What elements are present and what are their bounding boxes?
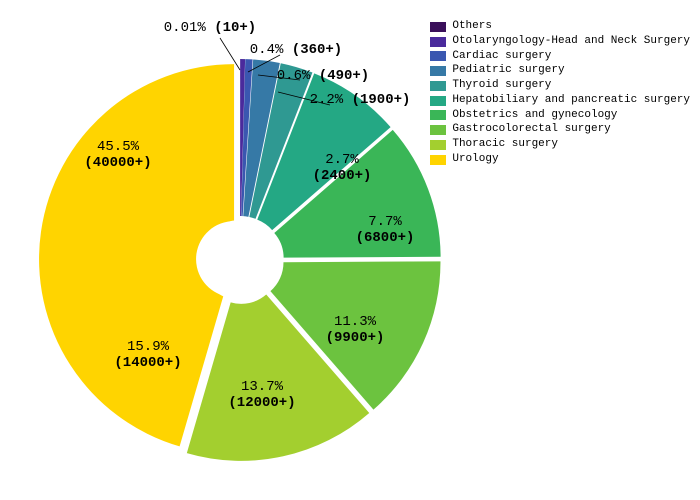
chart-legend: OthersOtolaryngology-Head and Neck Surge… bbox=[430, 20, 690, 168]
legend-label: Gastrocolorectal surgery bbox=[452, 123, 610, 137]
legend-item: Pediatric surgery bbox=[430, 64, 690, 78]
legend-swatch bbox=[430, 51, 446, 61]
legend-item: Others bbox=[430, 20, 690, 34]
legend-swatch bbox=[430, 155, 446, 165]
donut-hole bbox=[200, 220, 280, 300]
legend-item: Urology bbox=[430, 153, 690, 167]
legend-label: Obstetrics and gynecology bbox=[452, 109, 617, 123]
legend-label: Pediatric surgery bbox=[452, 64, 564, 78]
legend-label: Others bbox=[452, 20, 492, 34]
legend-label: Cardiac surgery bbox=[452, 50, 551, 64]
legend-item: Hepatobiliary and pancreatic surgery bbox=[430, 94, 690, 108]
legend-item: Cardiac surgery bbox=[430, 50, 690, 64]
legend-item: Obstetrics and gynecology bbox=[430, 109, 690, 123]
legend-label: Urology bbox=[452, 153, 498, 167]
legend-label: Thoracic surgery bbox=[452, 138, 558, 152]
legend-swatch bbox=[430, 81, 446, 91]
legend-label: Thyroid surgery bbox=[452, 79, 551, 93]
legend-swatch bbox=[430, 22, 446, 32]
legend-item: Thoracic surgery bbox=[430, 138, 690, 152]
legend-label: Otolaryngology-Head and Neck Surgery bbox=[452, 35, 690, 49]
legend-item: Thyroid surgery bbox=[430, 79, 690, 93]
legend-swatch bbox=[430, 66, 446, 76]
legend-label: Hepatobiliary and pancreatic surgery bbox=[452, 94, 690, 108]
legend-swatch bbox=[430, 96, 446, 106]
legend-swatch bbox=[430, 37, 446, 47]
legend-swatch bbox=[430, 110, 446, 120]
legend-swatch bbox=[430, 140, 446, 150]
legend-item: Otolaryngology-Head and Neck Surgery bbox=[430, 35, 690, 49]
legend-swatch bbox=[430, 125, 446, 135]
legend-item: Gastrocolorectal surgery bbox=[430, 123, 690, 137]
pie-chart-container: 0.01% (10+)0.4% (360+)0.6% (490+)2.2% (1… bbox=[0, 0, 700, 500]
